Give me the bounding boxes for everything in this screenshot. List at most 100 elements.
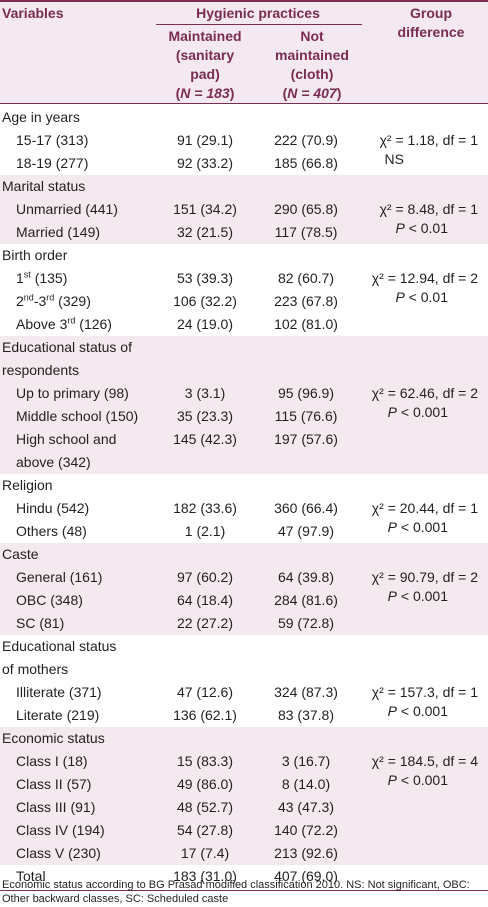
section-title: Educational status of [2, 339, 132, 355]
maintained-value: 106 (32.2) [173, 293, 237, 309]
header-hygienic-practices: Hygienic practices [196, 5, 320, 21]
not-maintained-value: 102 (81.0) [274, 316, 338, 332]
total-label: Total [16, 868, 46, 884]
maintained-value: 91 (29.1) [176, 132, 234, 148]
row-label: SC (81) [16, 615, 65, 631]
header-not-1: Not [300, 28, 324, 44]
row-label: OBC (348) [16, 592, 83, 608]
row-label: General (161) [16, 569, 103, 585]
not-maintained-value: 82 (60.7) [277, 270, 335, 286]
table-row: Literate (219) 136 (62.1) 83 (37.8) [0, 704, 488, 727]
section-title: Birth order [2, 247, 68, 263]
maintained-value: 48 (52.7) [176, 799, 234, 815]
table-row: Class V (230) 17 (7.4) 213 (92.6) [0, 842, 488, 865]
maintained-value: 17 (7.4) [180, 845, 230, 861]
section-title-row: Educational status [0, 635, 488, 658]
row-label: above (342) [16, 454, 91, 470]
group-difference-stat: χ² = 90.79, df = 2 [371, 569, 478, 585]
section-title-row: Marital status [0, 175, 488, 198]
maintained-value: 182 (33.6) [173, 500, 237, 516]
not-maintained-value: 117 (78.5) [274, 224, 338, 240]
section-title: Educational status [2, 638, 117, 654]
maintained-value: 47 (12.6) [176, 684, 234, 700]
table-row: 18-19 (277) 92 (33.2) 185 (66.8) [0, 152, 488, 175]
header-not-3: (cloth) [290, 66, 334, 82]
header-variables: Variables [2, 5, 64, 21]
section-title-row: respondents [0, 359, 488, 382]
row-label: Married (149) [16, 224, 101, 240]
group-difference-significance: P < 0.001 [387, 588, 448, 604]
group-difference-stat: χ² = 1.18, df = 1 [379, 132, 478, 148]
not-maintained-value: 223 (67.8) [274, 293, 338, 309]
not-maintained-value: 115 (76.6) [274, 408, 338, 424]
section-title: Economic status [2, 730, 105, 746]
not-maintained-value: 185 (66.8) [274, 155, 338, 171]
not-maintained-value: 59 (72.8) [277, 615, 335, 631]
table-row: SC (81) 22 (27.2) 59 (72.8) [0, 612, 488, 635]
table-row: Class III (91) 48 (52.7) 43 (47.3) [0, 796, 488, 819]
not-maintained-value: 284 (81.6) [274, 592, 338, 608]
row-label: Above 3rd (126) [16, 315, 112, 332]
table-row: Class II (57) 49 (86.0) 8 (14.0) [0, 773, 488, 796]
maintained-value: 64 (18.4) [176, 592, 234, 608]
row-label: Class V (230) [16, 845, 101, 861]
maintained-value: 1 (2.1) [184, 523, 226, 539]
not-maintained-value: 222 (70.9) [274, 132, 338, 148]
table-row: Hindu (542) 182 (33.6) 360 (66.4) [0, 497, 488, 520]
row-label: Hindu (542) [16, 500, 90, 516]
table-row: OBC (348) 64 (18.4) 284 (81.6) [0, 589, 488, 612]
section-title-row: Educational status of [0, 336, 488, 359]
group-difference-stat: χ² = 184.5, df = 4 [371, 753, 478, 769]
maintained-value: 3 (3.1) [184, 385, 226, 401]
maintained-value: 145 (42.3) [173, 431, 237, 447]
section-title: of mothers [2, 661, 69, 677]
maintained-value: 53 (39.3) [176, 270, 234, 286]
row-label: Unmarried (441) [16, 201, 118, 217]
not-maintained-value: 197 (57.6) [274, 431, 338, 447]
table-row: Married (149) 32 (21.5) 117 (78.5) [0, 221, 488, 244]
section-title: Caste [2, 546, 39, 562]
section-title-row: Birth order [0, 244, 488, 267]
maintained-value: 92 (33.2) [176, 155, 234, 171]
total-maintained: 183 (31.0) [173, 868, 237, 884]
table-bottom-rule [0, 890, 488, 891]
section-title: respondents [2, 362, 80, 378]
group-difference-significance: P < 0.01 [395, 289, 448, 305]
table-row: above (342) [0, 451, 488, 474]
not-maintained-value: 140 (72.2) [274, 822, 338, 838]
table-row: Unmarried (441) 151 (34.2) 290 (65.8) [0, 198, 488, 221]
header-maintained-3: pad) [190, 66, 220, 82]
row-label: 15-17 (313) [16, 132, 89, 148]
group-difference-significance: P < 0.001 [387, 519, 448, 535]
group-difference-significance: P < 0.001 [387, 404, 448, 420]
header-group-line2: difference [397, 24, 465, 40]
group-difference-stat: χ² = 157.3, df = 1 [371, 684, 478, 700]
group-difference-stat: χ² = 8.48, df = 1 [379, 201, 478, 217]
table-header [0, 0, 488, 104]
table-row: Class I (18) 15 (83.3) 3 (16.7) [0, 750, 488, 773]
table-row: General (161) 97 (60.2) 64 (39.8) [0, 566, 488, 589]
maintained-value: 24 (19.0) [176, 316, 234, 332]
section-title-row: of mothers [0, 658, 488, 681]
header-bottom-rule [0, 103, 488, 104]
section-title-row: Religion [0, 474, 488, 497]
maintained-value: 151 (34.2) [173, 201, 237, 217]
section-title: Age in years [2, 109, 80, 125]
row-label: Up to primary (98) [16, 385, 129, 401]
table-row: Up to primary (98) 3 (3.1) 95 (96.9) [0, 382, 488, 405]
section-title-row: Economic status [0, 727, 488, 750]
header-not-n-text: N = 407 [287, 85, 337, 101]
row-label: 18-19 (277) [16, 155, 89, 171]
row-label: Class I (18) [16, 753, 88, 769]
not-maintained-value: 83 (37.8) [277, 707, 335, 723]
table-row: Class IV (194) 54 (27.8) 140 (72.2) [0, 819, 488, 842]
total-not-maintained: 407 (69.0) [274, 868, 338, 884]
row-label: Class II (57) [16, 776, 92, 792]
section-title-row: Age in years [0, 106, 488, 129]
table-footnote: Economic status according to BG Prasad m… [2, 879, 470, 905]
row-label: 2nd-3rd (329) [16, 292, 91, 309]
row-label: High school and [16, 431, 117, 447]
maintained-value: 136 (62.1) [173, 707, 237, 723]
not-maintained-value: 47 (97.9) [277, 523, 335, 539]
